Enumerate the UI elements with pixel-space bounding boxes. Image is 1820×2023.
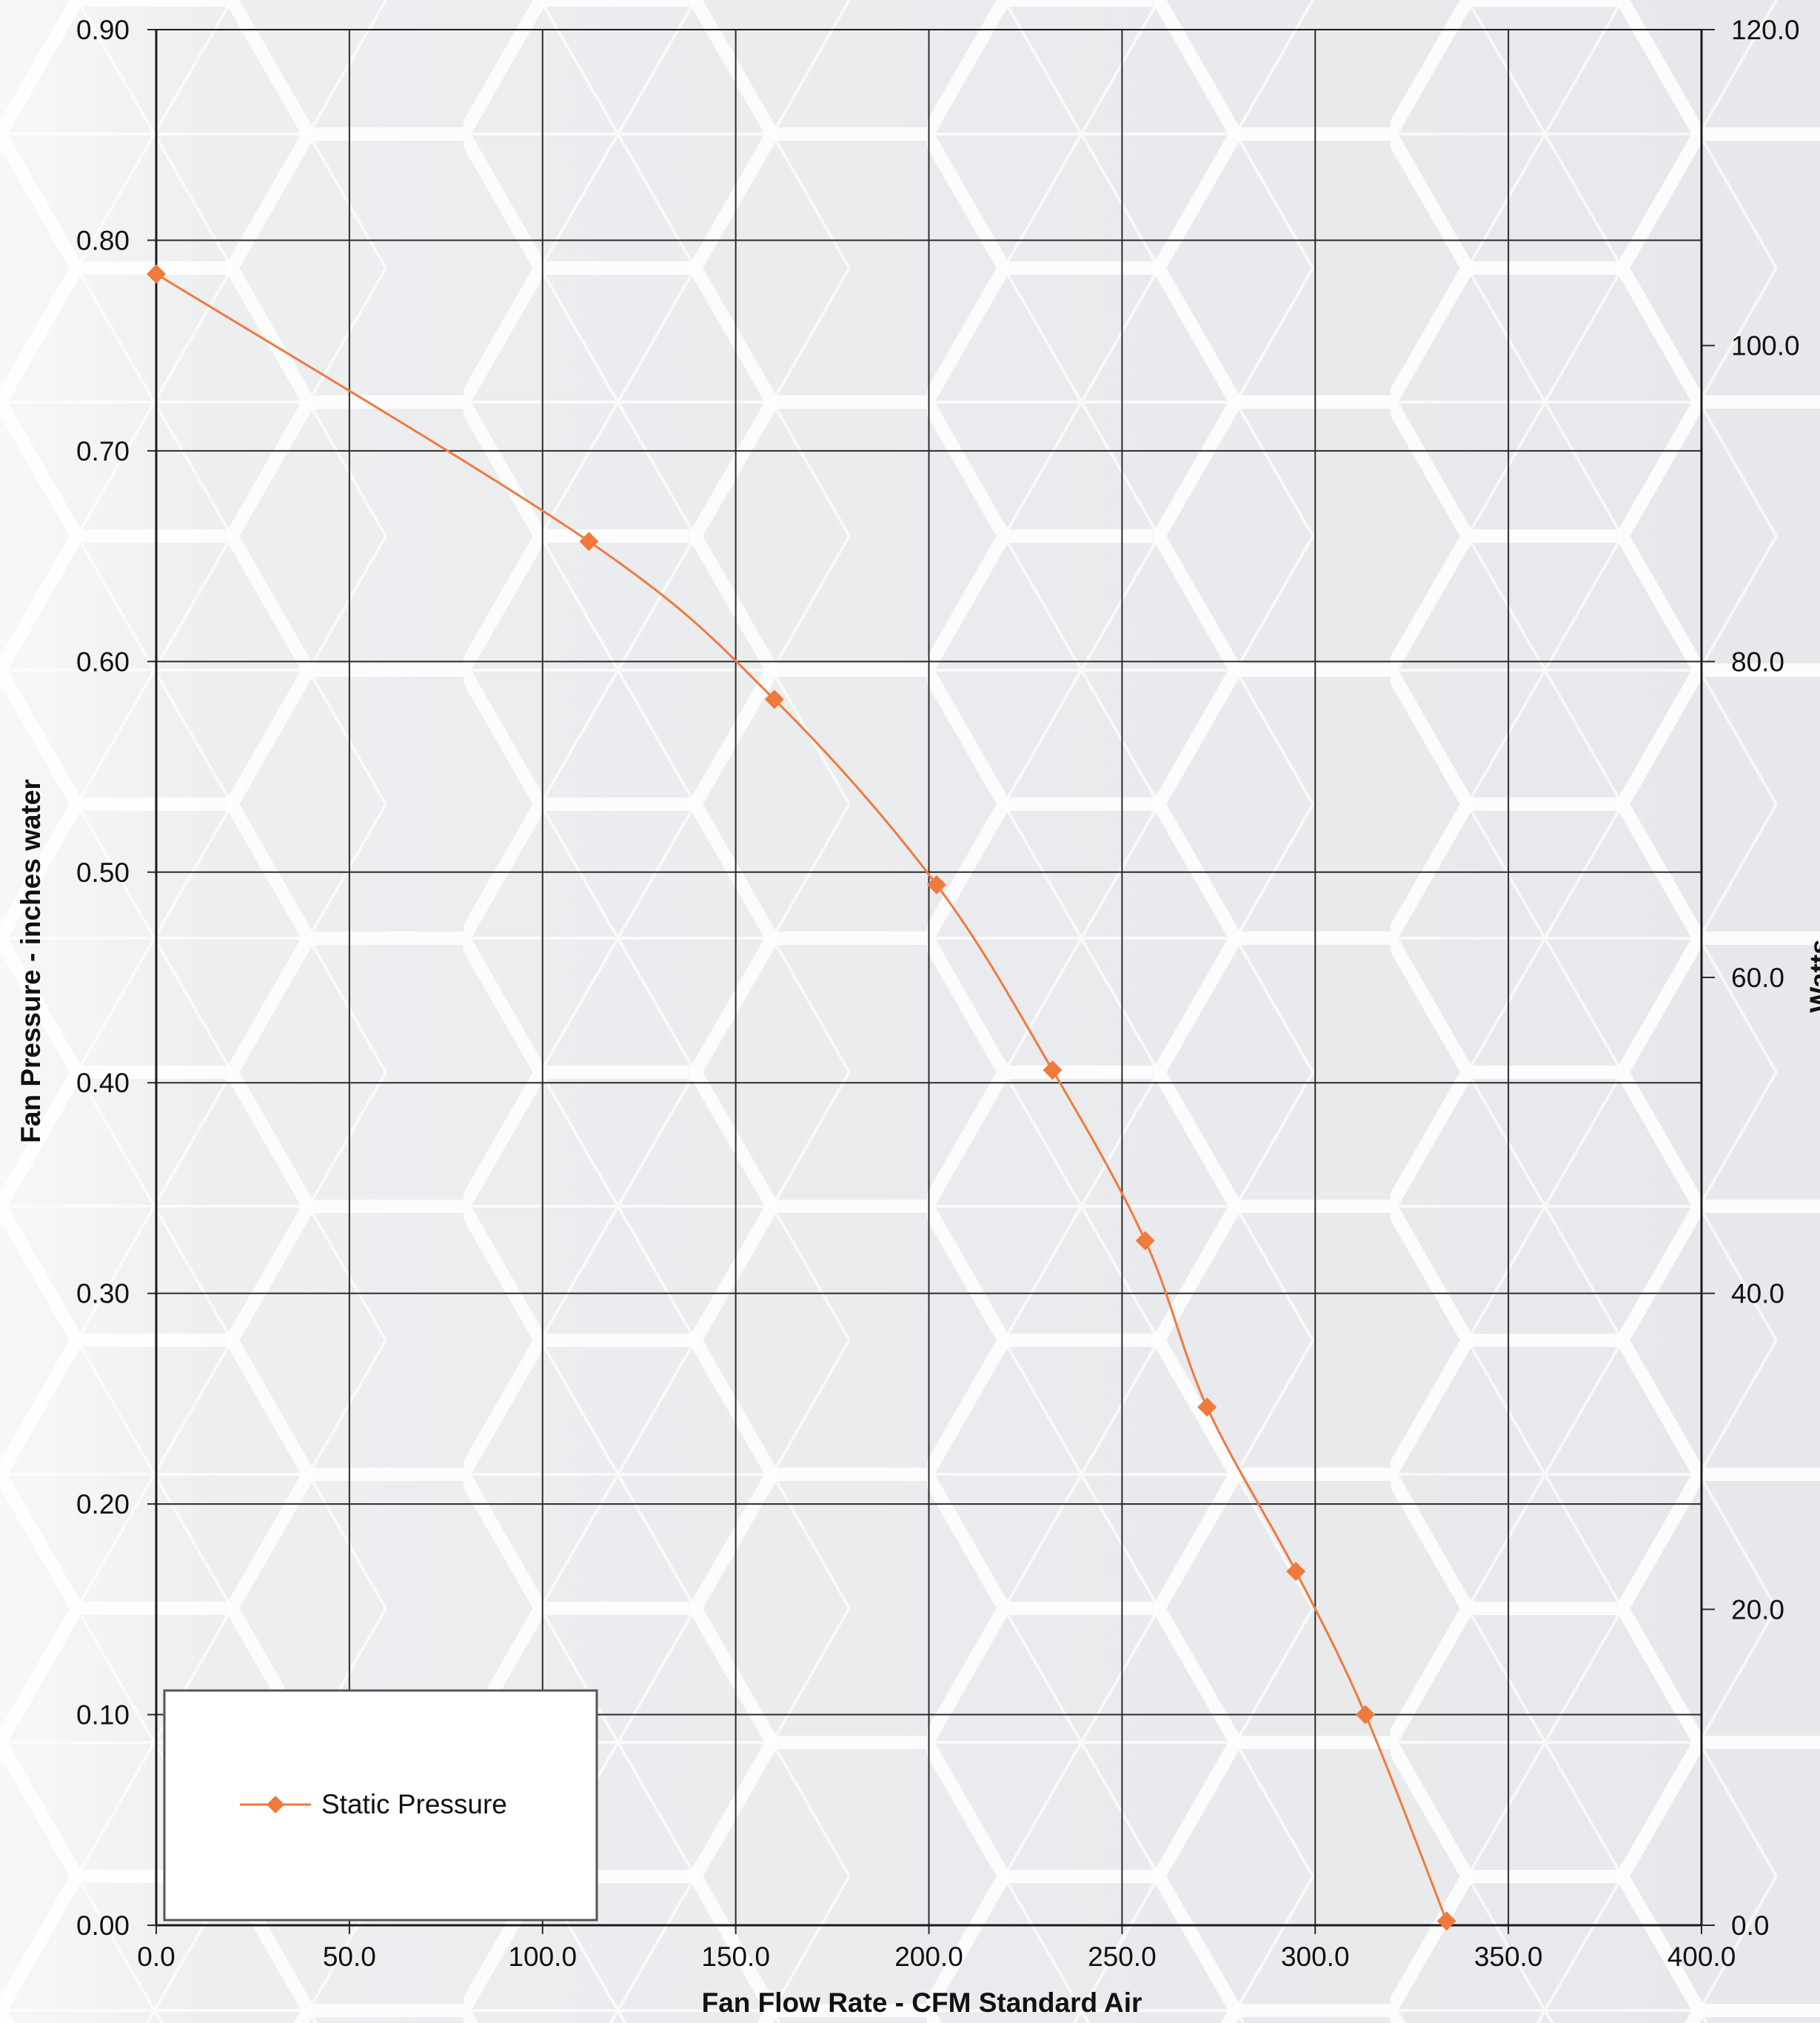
y-tick-label: 0.80 bbox=[76, 225, 130, 255]
legend: Static Pressure bbox=[163, 1689, 598, 1922]
x-tick-label: 0.0 bbox=[137, 1942, 175, 1972]
data-point-marker bbox=[1356, 1705, 1376, 1725]
y-tick-label: 0.90 bbox=[76, 15, 130, 45]
y2-tick-label: 80.0 bbox=[1731, 646, 1784, 677]
y2-tick-label: 20.0 bbox=[1731, 1594, 1784, 1625]
y-tick-label: 0.50 bbox=[76, 857, 130, 888]
y-tick-label: 0.60 bbox=[76, 646, 130, 677]
x-tick-label: 350.0 bbox=[1474, 1942, 1543, 1972]
y2-tick-label: 40.0 bbox=[1731, 1279, 1784, 1309]
y2-tick-label: 120.0 bbox=[1731, 15, 1800, 45]
series-static-pressure bbox=[147, 264, 1456, 1931]
data-point-marker bbox=[1135, 1231, 1155, 1251]
legend-label-static-pressure: Static Pressure bbox=[321, 1789, 507, 1819]
y-tick-label: 0.30 bbox=[76, 1279, 130, 1309]
y-tick-label: 0.00 bbox=[76, 1910, 130, 1941]
x-tick-label: 300.0 bbox=[1281, 1942, 1350, 1972]
legend-box bbox=[163, 1689, 598, 1922]
data-point-marker bbox=[926, 875, 946, 895]
y2-axis-title: Watts bbox=[1804, 939, 1820, 1012]
y2-tick-label: 100.0 bbox=[1731, 331, 1800, 361]
legend-swatch-marker bbox=[267, 1796, 284, 1813]
data-point-marker bbox=[1043, 1060, 1063, 1080]
x-tick-label: 200.0 bbox=[894, 1942, 963, 1972]
y-tick-label: 0.10 bbox=[76, 1700, 130, 1731]
y2-tick-label: 0.0 bbox=[1731, 1910, 1769, 1941]
data-point-marker bbox=[1286, 1562, 1306, 1582]
x-tick-label: 250.0 bbox=[1088, 1942, 1157, 1972]
y2-tick-label: 60.0 bbox=[1731, 963, 1784, 993]
x-tick-label: 400.0 bbox=[1667, 1942, 1736, 1972]
x-tick-labels: 0.0 50.0 100.0 150.0 200.0 250.0 300.0 350.0 400… bbox=[137, 1942, 1736, 1972]
y-tick-label: 0.40 bbox=[76, 1068, 130, 1098]
y2-tick-labels: 0.0 20.0 40.0 60.0 80.0 100.0 120.0 bbox=[1731, 15, 1800, 1941]
data-point-marker bbox=[1436, 1911, 1456, 1931]
data-point-marker bbox=[579, 532, 599, 552]
x-axis-title: Fan Flow Rate - CFM Standard Air bbox=[702, 1987, 1142, 2018]
y-tick-labels: 0.00 0.10 0.20 0.30 0.40 0.50 0.60 0.70 0.80 0.90 bbox=[76, 15, 130, 1941]
x-tick-label: 100.0 bbox=[508, 1942, 577, 1972]
y-tick-label: 0.20 bbox=[76, 1489, 130, 1519]
y-axis-title: Fan Pressure - inches water bbox=[16, 779, 46, 1143]
data-point-marker bbox=[764, 689, 784, 709]
x-tick-label: 150.0 bbox=[701, 1942, 770, 1972]
y-tick-label: 0.70 bbox=[76, 436, 130, 467]
data-point-marker bbox=[147, 264, 166, 284]
data-point-marker bbox=[1197, 1397, 1217, 1417]
x-tick-label: 50.0 bbox=[323, 1942, 376, 1972]
